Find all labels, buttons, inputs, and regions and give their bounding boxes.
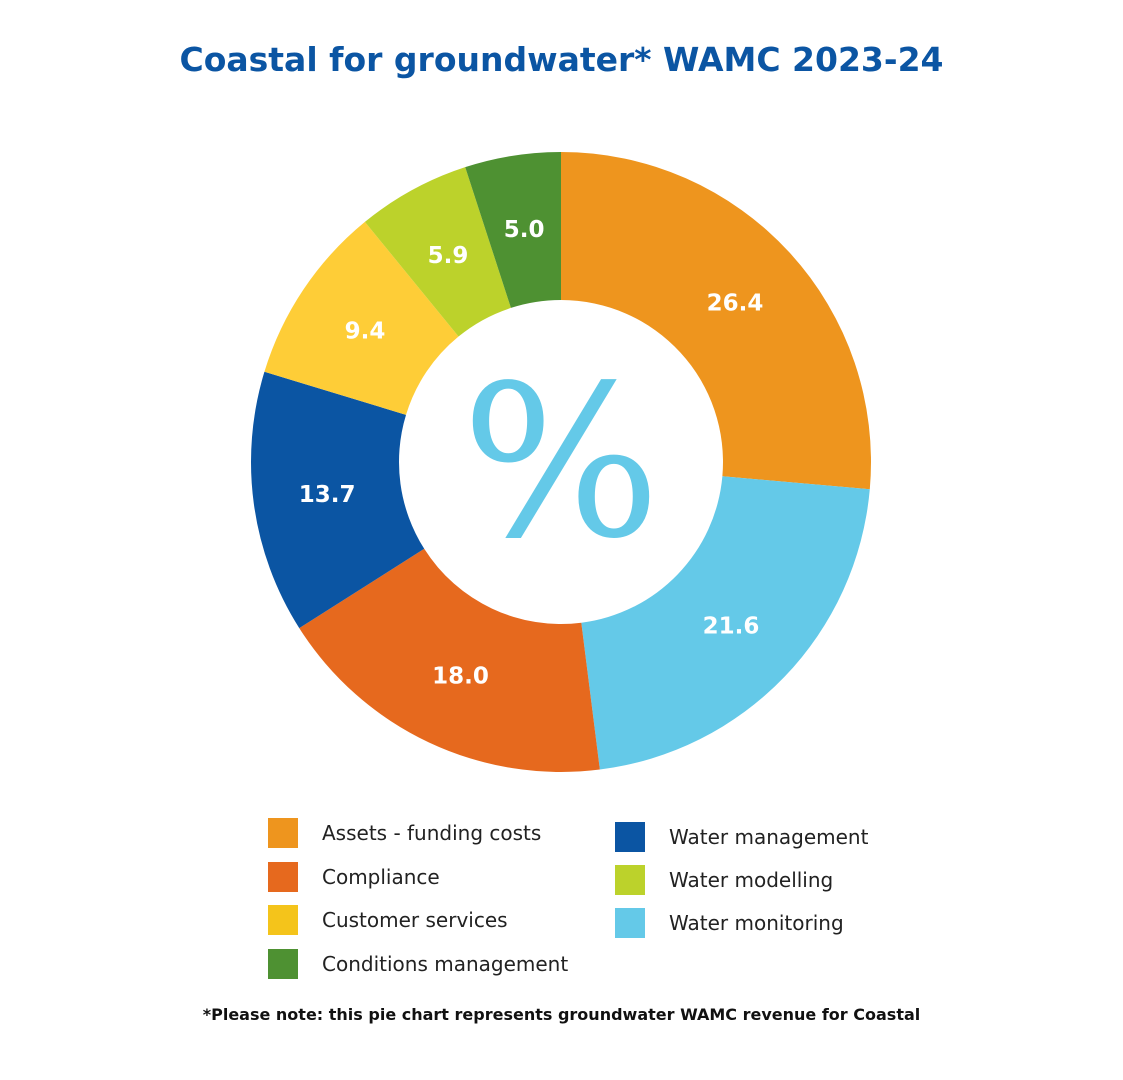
slice-conditions-management (465, 152, 561, 308)
legend-swatch-water-modelling (615, 865, 645, 895)
slice-assets-funding-costs (561, 152, 871, 490)
chart-footnote: *Please note: this pie chart represents … (202, 1005, 921, 1024)
legend-item-assets: Assets - funding costs (268, 817, 541, 849)
legend-label-assets: Assets - funding costs (322, 821, 542, 845)
legend-item-customer-services: Customer services (268, 904, 508, 936)
legend-item-conditions-management: Conditions management (268, 948, 568, 980)
legend-swatch-water-management (615, 822, 645, 852)
percent-icon: % (461, 340, 661, 585)
slice-label-customer-services: 9.4 (345, 319, 386, 345)
legend-label-conditions-management: Conditions management (322, 952, 569, 976)
legend-label-compliance: Compliance (322, 865, 440, 889)
slice-label-water-modelling: 5.9 (428, 243, 469, 269)
legend-label-water-modelling: Water modelling (669, 868, 834, 892)
donut-slices (250, 152, 871, 772)
slice-label-assets-funding-costs: 26.4 (707, 291, 764, 317)
slice-water-monitoring (581, 476, 870, 770)
slice-label-water-management: 13.7 (299, 482, 356, 508)
slice-water-management (250, 371, 425, 629)
legend-swatch-compliance (268, 862, 298, 892)
legend-item-water-monitoring: Water monitoring (615, 907, 844, 939)
slice-label-compliance: 18.0 (432, 664, 489, 690)
legend-label-customer-services: Customer services (322, 908, 508, 932)
legend-item-compliance: Compliance (268, 861, 440, 893)
slice-customer-services (264, 221, 459, 415)
slice-water-modelling (364, 167, 511, 337)
slice-labels: 26.4 21.6 18.0 13.7 9.4 5.9 5.0 (299, 217, 764, 690)
legend-swatch-assets (268, 818, 298, 848)
legend-item-water-management: Water management (615, 821, 868, 853)
legend-swatch-customer-services (268, 905, 298, 935)
slice-compliance (299, 548, 600, 772)
legend-swatch-water-monitoring (615, 908, 645, 938)
legend-item-water-modelling: Water modelling (615, 864, 833, 896)
slice-label-conditions-management: 5.0 (504, 217, 545, 243)
chart-title: Coastal for groundwater* WAMC 2023-24 (179, 40, 944, 79)
legend-label-water-management: Water management (669, 825, 869, 849)
slice-label-water-monitoring: 21.6 (703, 614, 760, 640)
legend-swatch-conditions-management (268, 949, 298, 979)
legend-label-water-monitoring: Water monitoring (669, 911, 844, 935)
